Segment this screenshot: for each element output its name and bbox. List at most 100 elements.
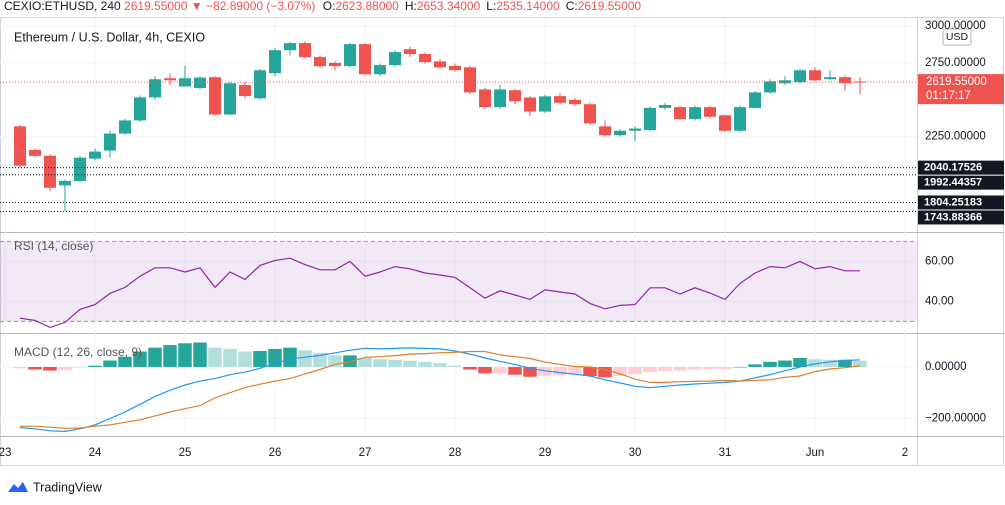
candle-body	[58, 180, 71, 186]
candle-body	[328, 62, 341, 67]
histogram-bar	[58, 366, 72, 371]
histogram-bar	[583, 366, 597, 376]
ohlc-value: 2535.14000	[496, 0, 560, 13]
ohlc-label: H:	[405, 0, 417, 13]
x-tick-label: 31	[719, 447, 732, 459]
histogram-bar	[448, 365, 462, 367]
candle-body	[568, 99, 581, 105]
x-tick-label: 26	[269, 447, 282, 459]
candle-body	[208, 77, 221, 115]
histogram-bar	[793, 357, 807, 367]
histogram-bar	[373, 359, 387, 367]
last-price-box	[918, 74, 1004, 105]
x-tick-label: 30	[629, 447, 642, 459]
candle-body	[553, 96, 566, 103]
ohlc-label: C:	[566, 0, 578, 13]
candle-body	[673, 107, 686, 119]
histogram-bar	[643, 366, 657, 373]
candle-body	[508, 90, 521, 102]
ohlc-label: O:	[323, 0, 336, 13]
y-tick-label: 2250.00000	[925, 131, 986, 143]
grid	[0, 18, 917, 436]
histogram-bar	[43, 366, 57, 371]
currency-box[interactable]	[942, 28, 972, 46]
histogram-bar	[553, 366, 567, 376]
level-label-box	[918, 195, 1004, 210]
x-tick-label: 24	[89, 447, 102, 459]
histogram-bar	[283, 347, 297, 367]
logo-text[interactable]: TradingView	[33, 480, 103, 494]
histogram-bar	[718, 366, 732, 370]
y-tick-label: 3000.00000	[925, 20, 986, 32]
histogram-bar	[328, 355, 342, 367]
histogram-bar	[748, 364, 762, 367]
candle-body	[763, 81, 776, 93]
histogram-bar	[628, 366, 642, 375]
level-label-box	[918, 160, 1004, 175]
candle-body	[133, 97, 146, 121]
histogram-bar	[433, 363, 447, 367]
logo-icon[interactable]	[8, 482, 28, 492]
candle-body	[418, 54, 431, 63]
histogram-bar	[13, 366, 27, 369]
histogram-bar	[778, 360, 792, 367]
rsi-band	[0, 241, 917, 322]
level-label-box	[918, 175, 1004, 190]
x-tick-label: Jun	[806, 447, 825, 459]
candle-body	[808, 70, 821, 81]
histogram-bar	[568, 366, 582, 375]
histogram-bar	[208, 347, 222, 367]
histogram-bar	[253, 351, 267, 367]
histogram-bar	[673, 366, 687, 371]
candle-body	[343, 44, 356, 67]
candle-body	[28, 149, 41, 156]
candle-body	[733, 107, 746, 131]
histogram-bar	[28, 366, 42, 370]
header-line: CEXIO:ETHUSD, 240 2619.55000 ▼ −82.89000…	[4, 0, 641, 13]
candle-body	[628, 128, 641, 131]
rsi-title: RSI (14, close)	[14, 239, 93, 253]
x-tick-label: 2	[902, 447, 908, 459]
level-label: 1992.44357	[924, 177, 982, 189]
candle-body	[823, 77, 836, 80]
candle-body	[13, 126, 26, 166]
histogram-bar	[733, 366, 747, 368]
level-label: 1743.88366	[924, 211, 982, 223]
candle-body	[643, 107, 656, 131]
histogram-bar	[103, 360, 117, 367]
candle-body	[358, 44, 371, 75]
candle-body	[778, 80, 791, 84]
logo[interactable]: TradingView	[8, 480, 103, 494]
chart-title: Ethereum / U.S. Dollar, 4h, CEXIO	[14, 30, 205, 44]
histogram-bar	[598, 366, 612, 378]
histogram-bar	[193, 342, 207, 367]
candle-body	[523, 97, 536, 112]
candle-body	[253, 70, 266, 99]
x-tick-label: 27	[359, 447, 372, 459]
macd-title: MACD (12, 26, close, 9)	[14, 345, 142, 359]
histogram-bar	[178, 343, 192, 367]
candle-body	[103, 133, 116, 151]
histogram-bar	[478, 366, 492, 374]
currency[interactable]: USD	[946, 31, 969, 43]
candle-body	[403, 49, 416, 55]
ohlc-value: 2653.34000	[417, 0, 481, 13]
macd-line	[19, 347, 861, 433]
level-label-box	[918, 210, 1004, 225]
histogram-bar	[298, 350, 312, 367]
candle-body	[583, 104, 596, 124]
y-tick-label: −200.00000	[925, 413, 986, 425]
candle-body	[478, 89, 491, 108]
histogram-bar	[148, 347, 162, 367]
candle-body	[463, 67, 476, 93]
histogram-bar	[463, 366, 477, 370]
histogram-bar	[808, 359, 822, 367]
histogram-bar	[403, 360, 417, 367]
last-price-label: 2619.55000	[926, 76, 987, 88]
candle-body	[688, 107, 701, 119]
candle-body	[613, 130, 626, 136]
candle-body	[448, 65, 461, 71]
histogram-bar	[388, 359, 402, 367]
histogram-bar	[88, 365, 102, 367]
